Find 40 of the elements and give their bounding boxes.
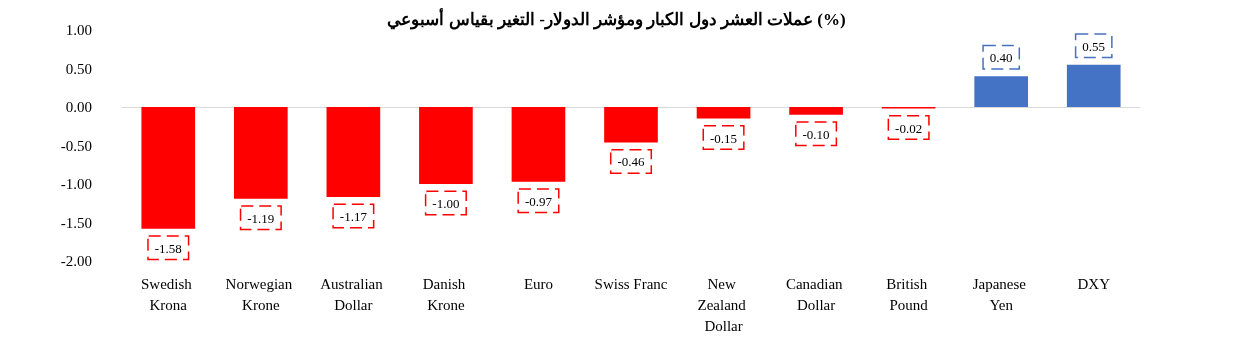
- y-tick-label: 0.50: [65, 60, 92, 77]
- bar: [696, 107, 751, 119]
- data-label: -0.10: [802, 126, 830, 142]
- y-tick-label: -0.50: [60, 137, 92, 154]
- bar: [974, 76, 1029, 107]
- y-tick-label: -2.00: [60, 253, 92, 269]
- x-tick-label: Danish Krone: [422, 275, 470, 313]
- chart-title: عملات العشر دول الكبار ومؤشر الدولار- التغير بقياس أسبوعي (%): [387, 7, 846, 30]
- x-tick-label: Norwegian Krone: [225, 275, 297, 313]
- y-tick-label: -1.00: [60, 176, 92, 192]
- data-label: -0.02: [895, 120, 923, 136]
- x-tick-label: Canadian Dollar: [785, 275, 847, 313]
- bar: [141, 107, 196, 229]
- x-tick-label: British Pound: [886, 275, 931, 313]
- x-tick-label: Australian Dollar: [320, 275, 387, 313]
- data-label: -1.58: [154, 240, 182, 256]
- bar: [326, 107, 381, 198]
- bar: [1066, 64, 1121, 107]
- data-label: -0.15: [710, 130, 738, 146]
- y-tick-label: -1.50: [60, 214, 92, 231]
- data-label: -1.00: [432, 196, 460, 211]
- x-tick-label: New Zealand Dollar: [697, 275, 750, 334]
- data-label: 0.55: [1082, 38, 1106, 54]
- x-tick-label: Swiss Franc: [594, 275, 668, 292]
- data-label: -1.19: [247, 210, 275, 226]
- y-tick-label: 0.00: [65, 99, 92, 115]
- x-tick-label: DXY: [1077, 275, 1111, 292]
- x-tick-label: Swedish Krona: [140, 275, 196, 313]
- data-label: -1.17: [339, 209, 368, 225]
- x-tick-label: Japanese Yen: [972, 275, 1030, 313]
- bar: [604, 107, 658, 143]
- bar: [419, 107, 473, 184]
- bar: [789, 107, 843, 115]
- bar: [511, 107, 566, 182]
- bar: [233, 107, 288, 199]
- data-label: -0.46: [617, 154, 646, 170]
- y-tick-label: 1.00: [65, 22, 92, 38]
- data-label: -0.97: [524, 193, 553, 209]
- x-tick-label: Euro: [523, 275, 554, 292]
- data-label: 0.40: [989, 50, 1013, 66]
